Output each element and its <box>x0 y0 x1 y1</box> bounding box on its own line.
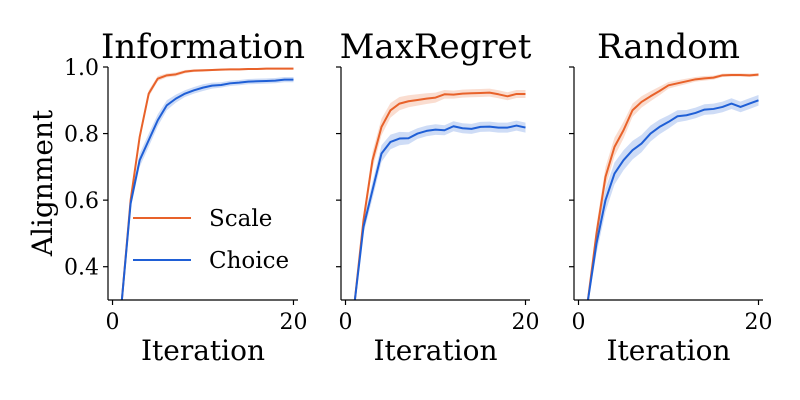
x-axis-label: Iteration <box>141 334 265 367</box>
panel-title: Random <box>597 27 740 67</box>
series-line-choice <box>120 78 294 300</box>
band-scale <box>354 88 526 300</box>
plot-area <box>586 72 759 300</box>
x-tick-label: 0 <box>572 310 586 335</box>
band-choice <box>587 94 759 300</box>
panel-0: 0.4 0.6 0.8 1.0 0 20 Information Iteration Scale… <box>64 27 307 367</box>
series-line-choice <box>586 99 759 300</box>
series-line-choice <box>353 124 526 300</box>
legend: Scale Choice <box>133 206 289 274</box>
panel-2: 0 20 Random Iteration <box>569 27 773 367</box>
panels: 0.4 0.6 0.8 1.0 0 20 Information Iteration Scale… <box>64 27 773 367</box>
x-tick-label: 20 <box>745 310 773 335</box>
plot-area <box>353 88 526 300</box>
x-tick-label: 20 <box>512 310 540 335</box>
x-tick-label: 0 <box>106 310 120 335</box>
panel-title: MaxRegret <box>340 27 532 67</box>
y-tick-label: 0.4 <box>64 256 99 281</box>
x-tick-label: 20 <box>279 310 307 335</box>
y-tick-label: 1.0 <box>64 56 99 81</box>
panel-1: 0 20 MaxRegret Iteration <box>336 27 540 367</box>
band-choice <box>354 120 526 300</box>
legend-label-choice: Choice <box>209 248 289 274</box>
series-line-scale <box>120 67 294 300</box>
y-axis-label: Alignment <box>26 109 59 257</box>
legend-label-scale: Scale <box>209 206 272 232</box>
x-axis-label: Iteration <box>606 334 730 367</box>
x-axis-label: Iteration <box>373 334 497 367</box>
plot-area <box>120 67 294 300</box>
x-tick-label: 0 <box>339 310 353 335</box>
series-line-scale <box>353 91 526 300</box>
y-tick-label: 0.8 <box>64 123 99 148</box>
panel-title: Information <box>101 27 305 67</box>
series-line-scale <box>586 73 759 300</box>
y-tick-label: 0.6 <box>64 189 99 214</box>
